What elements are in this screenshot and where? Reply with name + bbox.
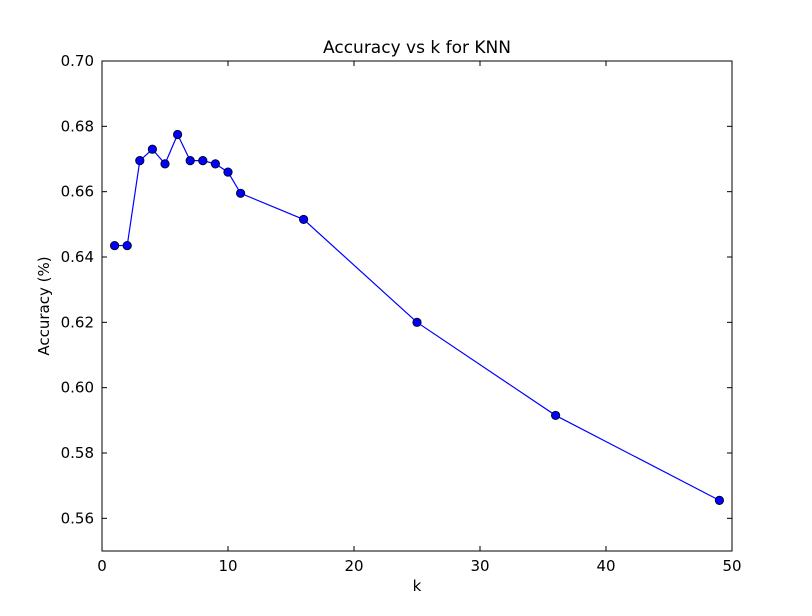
data-point xyxy=(412,317,422,327)
data-point xyxy=(110,240,120,251)
x-axis-ticks: 0 10 20 30 40 50 xyxy=(97,61,742,575)
data-point xyxy=(173,129,183,140)
data-point xyxy=(223,167,233,177)
plot-frame xyxy=(101,60,733,552)
y-tick-label: 0.70 xyxy=(61,52,94,70)
y-tick-label: 0.56 xyxy=(61,509,94,527)
data-point xyxy=(714,495,725,505)
x-axis-label: k xyxy=(413,577,422,595)
y-tick-label: 0.66 xyxy=(61,183,94,201)
data-point xyxy=(160,159,170,169)
y-axis-ticks: 0.56 0.58 0.60 0.62 0.64 0.66 0.68 0.70 xyxy=(61,52,732,527)
series-layer xyxy=(110,129,725,505)
data-point xyxy=(185,156,195,166)
chart-title: Accuracy vs k for KNN xyxy=(323,38,511,58)
data-point xyxy=(298,214,309,225)
data-point xyxy=(147,144,157,154)
data-point xyxy=(122,240,132,251)
data-point xyxy=(236,188,246,198)
y-tick-label: 0.62 xyxy=(61,313,94,331)
data-point xyxy=(210,159,220,169)
x-tick-label: 30 xyxy=(470,557,489,575)
data-point xyxy=(550,410,561,421)
x-tick-label: 40 xyxy=(596,557,615,575)
x-tick-label: 0 xyxy=(97,557,107,575)
x-tick-label: 50 xyxy=(722,557,741,575)
data-point xyxy=(198,156,208,166)
x-tick-label: 10 xyxy=(218,557,237,575)
y-axis-label: Accuracy (%) xyxy=(35,256,53,355)
y-tick-label: 0.60 xyxy=(61,379,94,397)
data-point xyxy=(135,156,145,166)
x-tick-label: 20 xyxy=(344,557,363,575)
y-tick-label: 0.68 xyxy=(61,117,94,135)
y-tick-label: 0.64 xyxy=(61,248,94,266)
y-tick-label: 0.58 xyxy=(61,444,94,462)
